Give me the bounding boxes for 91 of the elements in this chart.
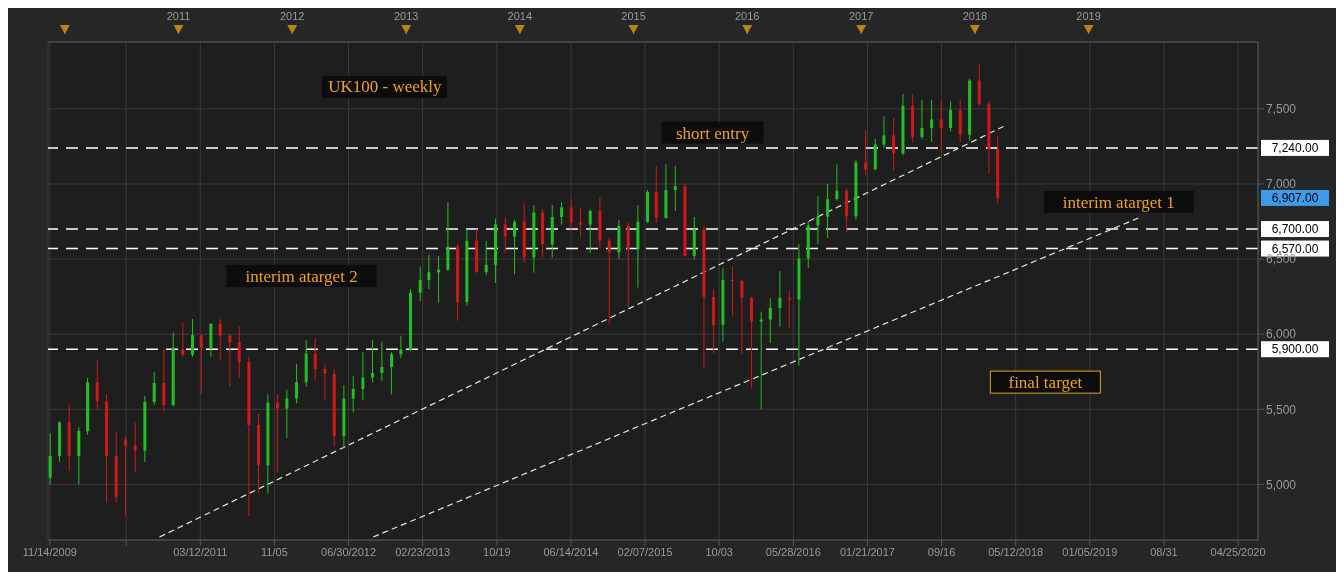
candlestick (816, 195, 820, 245)
candlestick (513, 219, 517, 275)
x-tick-label: 06/14/2014 (543, 545, 599, 558)
candlestick (977, 63, 981, 107)
candlestick (759, 311, 763, 410)
candlestick (626, 222, 630, 308)
candlestick (930, 99, 934, 143)
candlestick (218, 318, 222, 361)
candlestick (191, 318, 195, 358)
x-tick-label: 05/12/2018 (988, 545, 1044, 558)
candlestick (181, 321, 185, 358)
x2-tick-label: 2012 (279, 10, 305, 22)
candlestick (361, 351, 365, 401)
candlestick (323, 363, 327, 401)
y-tick-label: 5,500 (1266, 402, 1297, 417)
ref-line-label: 5,900.00 (1271, 342, 1319, 357)
candlestick (380, 341, 384, 382)
candlestick (740, 279, 744, 355)
candlestick (371, 339, 375, 383)
candlestick (152, 371, 156, 406)
candlestick (276, 393, 280, 473)
x2-tick-label: 2013 (393, 10, 419, 22)
x-tick-label: 10/19 (483, 545, 511, 558)
candlestick (826, 183, 830, 239)
x-tick-label: 11/05 (261, 545, 288, 558)
x-tick-label: 08/31 (1150, 545, 1178, 558)
candlestick (237, 326, 241, 379)
candlestick (199, 333, 203, 395)
x-tick-label: 01/05/2019 (1062, 545, 1118, 558)
candlestick (835, 163, 839, 201)
candlestick (864, 129, 868, 176)
candlestick (920, 99, 924, 140)
candlestick (882, 115, 886, 149)
candlestick (446, 201, 450, 272)
candlestick (731, 266, 735, 317)
x-tick-label: 03/12/2011 (173, 545, 228, 558)
candlestick (351, 375, 355, 413)
x-tick-label: 11/14/2009 (22, 545, 77, 558)
text: 6,907.00 (1271, 190, 1319, 205)
candlestick (503, 216, 507, 254)
candlestick (133, 422, 137, 473)
candlestick (313, 338, 317, 382)
x2-tick-label: 2014 (507, 10, 533, 22)
x2-tick-label: 2011 (166, 10, 191, 22)
x-tick-label: 02/23/2013 (395, 545, 451, 558)
candlestick (768, 297, 772, 344)
candlestick (95, 359, 99, 410)
x2-tick-label: 2017 (848, 10, 874, 22)
x2-tick-label: 2019 (1076, 10, 1101, 22)
x2-tick-label: 2015 (621, 10, 646, 22)
candlestick (228, 333, 232, 388)
candlestick (949, 100, 953, 132)
candlestick (484, 240, 488, 277)
ref-line-label: 7,240.00 (1271, 140, 1319, 155)
text: UK100 - weekly (322, 76, 448, 98)
candlestick (750, 296, 754, 389)
candlestick (124, 435, 128, 517)
y-tick-label: 7,500 (1266, 102, 1297, 117)
candlestick (778, 270, 782, 328)
x2-tick-label: 2016 (734, 10, 760, 22)
candlestick (418, 266, 422, 302)
annotation: short entry (676, 123, 750, 143)
x-tick-label: 02/07/2015 (617, 545, 673, 558)
x-tick-label: 09/16 (927, 545, 956, 558)
x-tick-label: 01/21/2017 (839, 545, 895, 558)
candlestick (295, 363, 299, 404)
candlestick (390, 351, 394, 395)
y-tick-label: 6,000 (1266, 327, 1297, 342)
candlestick (162, 348, 166, 413)
candlestick (588, 209, 592, 254)
x2-tick-label: 2018 (962, 10, 988, 22)
annotation: interim atarget 1 (1062, 192, 1175, 212)
candlestick (607, 237, 611, 325)
x-tick-label: 10/03 (705, 545, 733, 558)
y-tick-label: 7,000 (1266, 177, 1297, 192)
x-tick-label: 05/28/2016 (765, 545, 821, 558)
x-tick-label: 04/25/2020 (1210, 545, 1266, 558)
candlestick (579, 207, 583, 238)
candlestick (569, 198, 573, 230)
candlestick (285, 389, 289, 439)
candlestick (427, 254, 431, 290)
candlestick (892, 117, 896, 171)
annotation: interim atarget 2 (245, 266, 358, 286)
x-tick-label: 06/30/2012 (321, 545, 377, 558)
ref-line-label: 6,700.00 (1271, 222, 1319, 237)
annotation: final target (1008, 373, 1083, 393)
y-tick-label: 5,000 (1266, 477, 1297, 492)
candlestick (673, 165, 677, 212)
candlestick (48, 432, 52, 485)
candlestick (939, 100, 943, 153)
candlestick (560, 201, 564, 226)
